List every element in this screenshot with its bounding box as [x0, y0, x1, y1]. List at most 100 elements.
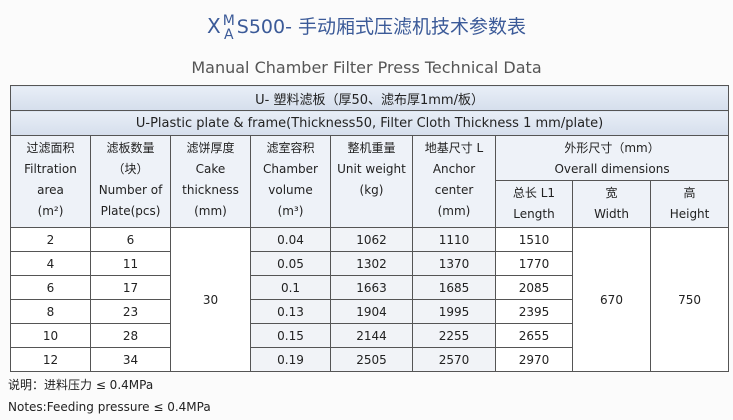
cell: 2085: [495, 275, 573, 300]
header-line: 整机重量: [347, 141, 396, 155]
note-cn: 说明：进料压力 ≤ 0.4MPa: [8, 378, 154, 392]
header-line: 滤室容积: [266, 141, 315, 155]
header-line: Chamber: [263, 162, 318, 176]
cake-thickness: 30: [170, 227, 251, 372]
cell: 2144: [330, 323, 413, 348]
header-line: Height: [669, 207, 710, 221]
note-en: Notes:Feeding pressure ≤ 0.4MPa: [8, 400, 211, 414]
column-header: 高 Height: [649, 180, 730, 228]
cell: 0.19: [250, 347, 331, 372]
column-header: 滤室容积 Chamber volume (m³): [250, 135, 331, 228]
header-line: 高: [683, 186, 696, 200]
header-line: Length: [513, 207, 555, 221]
cell: 17: [90, 275, 171, 300]
cell: 1110: [412, 227, 496, 252]
header-line: (mm): [437, 204, 471, 218]
title-main: S500- 手动厢式压滤机技术参数表: [236, 16, 527, 38]
header-line: (kg): [359, 183, 384, 197]
header-line: volume: [268, 183, 313, 197]
column-header: 滤板数量 （块） Number of Plate(pcs): [90, 135, 171, 228]
data-row: 6 17 0.1 1663 1685 2085: [10, 275, 729, 300]
header-line: 宽: [605, 186, 618, 200]
column-header: 过滤面积 Filtration area (m²): [10, 135, 91, 228]
cell: 0.1: [250, 275, 331, 300]
caption-row: U- 塑料滤板（厚50、滤布厚1mm/板）: [9, 85, 730, 111]
cell: 11: [90, 251, 171, 276]
header-line: (m³): [277, 204, 304, 218]
title: X M A S500- 手动厢式压滤机技术参数表: [0, 12, 733, 42]
header-row: 总长 L1 Length 宽 Width 高 Height: [11, 180, 730, 228]
group-header: 外形尺寸（mm） Overall dimensions: [494, 135, 730, 181]
header-line: 滤饼厚度: [186, 141, 235, 155]
cell: 0.15: [250, 323, 331, 348]
header-line: Unit weight: [337, 162, 406, 176]
header-line: 滤板数量: [106, 141, 155, 155]
header-row: 过滤面积 Filtration area (m²) 滤板数量 （块） Number of P…: [10, 135, 730, 228]
column-header: 宽 Width: [572, 180, 651, 228]
cell: 2255: [412, 323, 496, 348]
header-line: Overall dimensions: [554, 162, 670, 176]
cell: 2505: [330, 347, 413, 372]
data-row: 12 34 0.19 2505 2570 2970: [10, 347, 729, 372]
subtitle: Manual Chamber Filter Press Technical Da…: [191, 58, 542, 77]
cell: 1770: [495, 251, 573, 276]
column-header: 总长 L1 Length: [495, 180, 573, 228]
header-line: Plate(pcs): [100, 204, 161, 218]
spec-table: U- 塑料滤板（厚50、滤布厚1mm/板） U-Plastic plate & f…: [9, 85, 730, 372]
cell: 12: [10, 347, 91, 372]
width: 670: [572, 227, 651, 372]
cell: 6: [90, 227, 171, 252]
cell: 0.13: [250, 299, 331, 324]
cell: 34: [90, 347, 171, 372]
cell: 1685: [412, 275, 496, 300]
header-line: 总长 L1: [512, 186, 556, 200]
header-line: Width: [594, 207, 629, 221]
header-line: thickness: [182, 183, 239, 197]
header-line: 地基尺寸 L: [424, 141, 484, 155]
cell: 1904: [330, 299, 413, 324]
cell: 2570: [412, 347, 496, 372]
cell: 8: [10, 299, 91, 324]
cell: 0.04: [250, 227, 331, 252]
cell: 1510: [495, 227, 573, 252]
header-line: (mm): [194, 204, 227, 218]
cell: 2655: [495, 323, 573, 348]
cell: 1663: [330, 275, 413, 300]
cell: 2: [10, 227, 91, 252]
cell: 1062: [330, 227, 413, 252]
header-line: (m²): [37, 204, 64, 218]
header-line: 外形尺寸（mm）: [564, 141, 660, 155]
cell: 1995: [412, 299, 496, 324]
height: 750: [649, 227, 730, 372]
cell: 2970: [495, 347, 573, 372]
column-header: 地基尺寸 L Anchor center (mm): [412, 135, 496, 228]
cell: 28: [90, 323, 171, 348]
data-row: 2 6 30 0.04 1062 1110 1510 670 750: [10, 227, 730, 372]
header-line: Number of: [98, 183, 163, 197]
cell: 6: [10, 275, 91, 300]
header-line: center: [434, 183, 474, 197]
data-row: 4 11 0.05 1302 1370 1770: [10, 251, 729, 276]
cell: 4: [10, 251, 91, 276]
column-header: 滤饼厚度 Cake thickness (mm): [170, 135, 251, 228]
header-line: Anchor: [432, 162, 476, 176]
header-line: Filtration area: [24, 162, 77, 197]
title-sub: A: [223, 26, 234, 43]
caption-en: U-Plastic plate & frame(Thickness50, Fil…: [9, 110, 730, 136]
caption-cn: U- 塑料滤板（厚50、滤布厚1mm/板）: [9, 85, 730, 111]
cell: 1302: [330, 251, 413, 276]
header-line: 过滤面积: [26, 141, 75, 155]
caption-row: U-Plastic plate & frame(Thickness50, Fil…: [9, 110, 730, 136]
header-line: （块）: [112, 162, 149, 176]
cell: 0.05: [250, 251, 331, 276]
cell: 10: [10, 323, 91, 348]
column-header: 整机重量 Unit weight (kg): [330, 135, 413, 228]
header-line: Cake: [195, 162, 226, 176]
title-sup: M: [222, 12, 235, 29]
title-prefix: X: [206, 14, 221, 38]
cell: 2395: [495, 299, 573, 324]
cell: 23: [90, 299, 171, 324]
cell: 1370: [412, 251, 496, 276]
